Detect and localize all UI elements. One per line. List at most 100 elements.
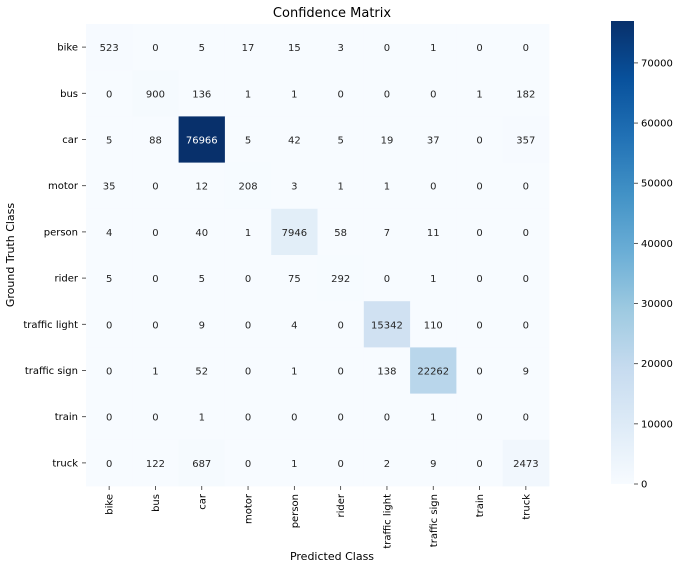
heatmap-cell-rider-truck (502, 255, 550, 302)
cell-value-label: 5 (106, 136, 112, 147)
x-axis-ticks: bike bus car motor person rider traffic light t… (105, 486, 532, 549)
colorbar-tick-label: 0 (641, 480, 647, 491)
cell-value-label: 3 (337, 43, 343, 54)
heatmap-cell-traffic-light-traffic-sign (410, 301, 457, 348)
cell-value-label: 1 (291, 367, 297, 378)
cell-value-label: 22262 (417, 367, 449, 378)
heatmap-cell-traffic-light-rider (317, 301, 365, 348)
x-tick-label-person: person (290, 494, 301, 528)
cell-value-label: 523 (100, 43, 119, 54)
heatmap-cell-truck-truck (502, 439, 550, 487)
cell-value-label: 0 (523, 274, 529, 285)
cell-value-label: 0 (152, 182, 158, 193)
heatmap-cell-truck-motor (224, 439, 272, 487)
cell-value-label: 1 (384, 182, 390, 193)
cell-value-label: 0 (152, 320, 158, 331)
cell-value-label: 2 (384, 459, 390, 470)
cell-value-label: 0 (476, 43, 482, 54)
colorbar: 0 10000 20000 30000 40000 50000 60000 70000 (611, 21, 673, 491)
cell-value-label: 0 (245, 320, 251, 331)
heatmap-cell-bus-traffic-light (363, 70, 411, 117)
heatmap-cell-train-bike (86, 393, 133, 441)
heatmap-cell-motor-rider (317, 162, 365, 210)
heatmap-cell-car-traffic-light (363, 116, 411, 163)
heatmap-cell-traffic-light-bus (132, 301, 179, 348)
cell-value-label: 687 (192, 459, 211, 470)
y-tick-label-truck: truck (52, 458, 78, 469)
colorbar-tick-label: 70000 (641, 58, 673, 69)
cell-value-label: 0 (106, 89, 112, 100)
cell-value-label: 4 (106, 228, 112, 239)
heatmap-cell-truck-rider (317, 439, 365, 487)
cell-value-label: 0 (337, 320, 343, 331)
heatmap-cell-rider-person (271, 255, 318, 302)
cell-value-label: 0 (476, 274, 482, 285)
cell-value-label: 0 (337, 413, 343, 424)
heatmap-cell-traffic-sign-person (271, 347, 318, 394)
heatmap-cell-bike-motor (224, 24, 272, 71)
y-tick-label-bus: bus (60, 89, 78, 100)
heatmap-cell-traffic-sign-truck (502, 347, 550, 394)
cell-value-label: 0 (245, 459, 251, 470)
cell-value-label: 1 (152, 367, 158, 378)
heatmap-cell-traffic-light-person (271, 301, 318, 348)
cell-value-label: 15342 (371, 320, 403, 331)
heatmap-cell-bus-motor (224, 70, 272, 117)
cell-value-label: 0 (245, 274, 251, 285)
heatmap-cell-bike-truck (502, 24, 550, 71)
y-axis-label: Ground Truth Class (4, 203, 17, 308)
cell-value-label: 52 (195, 367, 208, 378)
y-tick-label-traffic-sign: traffic sign (25, 366, 78, 377)
heatmap-cell-bus-person (271, 70, 318, 117)
heatmap-cell-traffic-sign-car (178, 347, 226, 394)
heatmap-cell-truck-train (456, 439, 504, 487)
y-tick-label-traffic-light: traffic light (23, 320, 78, 331)
cell-value-label: 40 (195, 228, 208, 239)
cell-value-label: 122 (146, 459, 165, 470)
heatmap-cell-traffic-sign-bus (132, 347, 179, 394)
cell-value-label: 0 (476, 459, 482, 470)
cell-value-label: 0 (106, 413, 112, 424)
cell-value-label: 4 (291, 320, 297, 331)
heatmap-cell-motor-traffic-light (363, 162, 411, 210)
cell-value-label: 0 (337, 367, 343, 378)
x-tick-label-train: train (475, 494, 486, 517)
heatmap-cell-motor-train (456, 162, 504, 210)
heatmap-cell-train-motor (224, 393, 272, 441)
heatmap-cell-train-car (178, 393, 226, 441)
cell-value-label: 1 (430, 413, 436, 424)
cell-value-label: 11 (427, 228, 440, 239)
heatmap-cell-truck-traffic-light (363, 439, 411, 487)
cell-value-label: 35 (103, 182, 116, 193)
cell-value-label: 0 (384, 89, 390, 100)
cell-value-label: 0 (523, 43, 529, 54)
cell-value-label: 1 (199, 413, 205, 424)
cell-value-label: 0 (476, 136, 482, 147)
heatmap-cell-truck-car (178, 439, 226, 487)
cell-value-label: 138 (377, 367, 396, 378)
heatmap-cell-car-person (271, 116, 318, 163)
heatmap-cell-motor-traffic-sign (410, 162, 457, 210)
cell-value-label: 7 (384, 228, 390, 239)
cell-value-label: 208 (239, 182, 258, 193)
heatmap-cell-motor-motor (224, 162, 272, 210)
y-tick-label-car: car (62, 135, 79, 146)
colorbar-tick-label: 10000 (641, 419, 673, 430)
cell-value-label: 0 (152, 274, 158, 285)
heatmap-cell-bus-bus (132, 70, 179, 117)
heatmap-cell-traffic-sign-traffic-sign (410, 347, 457, 394)
heatmap-cell-bus-train (456, 70, 504, 117)
heatmap-cell-traffic-light-motor (224, 301, 272, 348)
heatmap-cell-traffic-light-truck (502, 301, 550, 348)
heatmap-cell-rider-bus (132, 255, 179, 302)
heatmap-cell-traffic-sign-traffic-light (363, 347, 411, 394)
heatmap-cell-car-car (178, 116, 226, 163)
heatmap-cell-bike-traffic-light (363, 24, 411, 71)
heatmap-cell-traffic-sign-rider (317, 347, 365, 394)
cell-value-label: 110 (424, 320, 443, 331)
cell-value-label: 42 (288, 136, 301, 147)
heatmap-cell-motor-car (178, 162, 226, 210)
cell-value-label: 0 (523, 228, 529, 239)
